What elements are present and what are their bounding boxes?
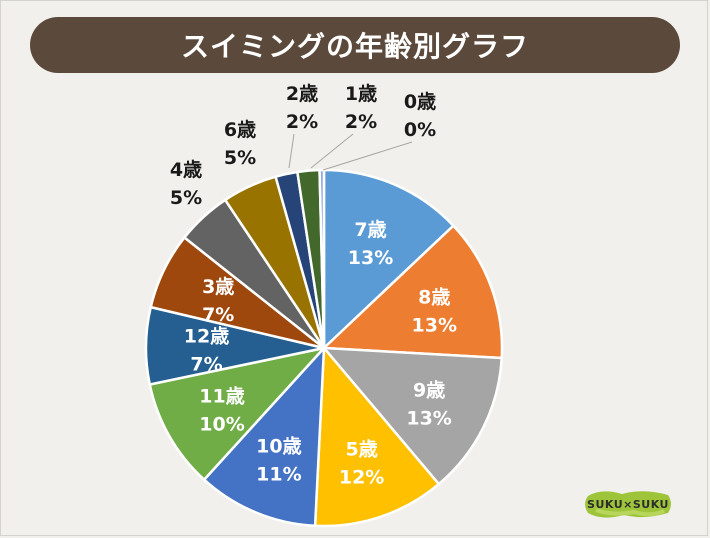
leader-line-11 <box>310 133 354 169</box>
slice-percent-7: 7% <box>202 304 234 326</box>
pie-slice-1 <box>322 224 504 360</box>
pie-slice-4 <box>202 346 326 528</box>
slice-percent-1: 13% <box>412 315 457 337</box>
slice-label-7: 3歳 <box>202 276 234 298</box>
slice-percent-10: 2% <box>286 111 318 133</box>
slice-label-0: 7歳 <box>354 219 386 241</box>
slice-label-11: 1歳 <box>345 83 377 105</box>
slice-percent-8: 5% <box>170 187 202 209</box>
chart-title: スイミングの年齢別グラフ <box>180 30 529 63</box>
pie-slice-2 <box>322 346 503 486</box>
slice-percent-4: 11% <box>256 464 301 486</box>
slice-label-4: 10歳 <box>256 436 301 458</box>
slice-label-5: 11歳 <box>199 385 244 407</box>
slice-percent-5: 10% <box>199 413 244 435</box>
pie-slice-0 <box>322 168 455 350</box>
slice-label-10: 2歳 <box>286 83 318 105</box>
slice-percent-0: 13% <box>348 247 393 269</box>
leader-line-10 <box>288 133 295 169</box>
slice-label-9: 6歳 <box>224 119 256 141</box>
slice-percent-9: 5% <box>224 147 256 169</box>
slice-percent-2: 13% <box>406 408 451 430</box>
slice-percent-3: 12% <box>339 466 384 488</box>
title-banner: スイミングの年齢別グラフ <box>30 17 680 73</box>
logo-text: SUKU×SUKU <box>587 497 669 511</box>
slice-label-2: 9歳 <box>413 380 445 402</box>
slice-label-6: 12歳 <box>184 326 229 348</box>
slice-label-8: 4歳 <box>170 159 202 181</box>
slice-label-1: 8歳 <box>418 287 450 309</box>
slice-percent-11: 2% <box>345 111 377 133</box>
leader-line-12 <box>322 141 413 171</box>
pie-slice-5 <box>148 346 326 481</box>
logo-brush-mark <box>585 491 671 518</box>
slice-percent-12: 0% <box>404 119 436 141</box>
slice-label-3: 5歳 <box>345 438 377 460</box>
pie-slice-3 <box>313 346 441 528</box>
slice-percent-6: 7% <box>190 354 222 376</box>
slice-label-12: 0歳 <box>404 91 436 113</box>
brand-logo: SUKU×SUKU <box>582 486 674 522</box>
